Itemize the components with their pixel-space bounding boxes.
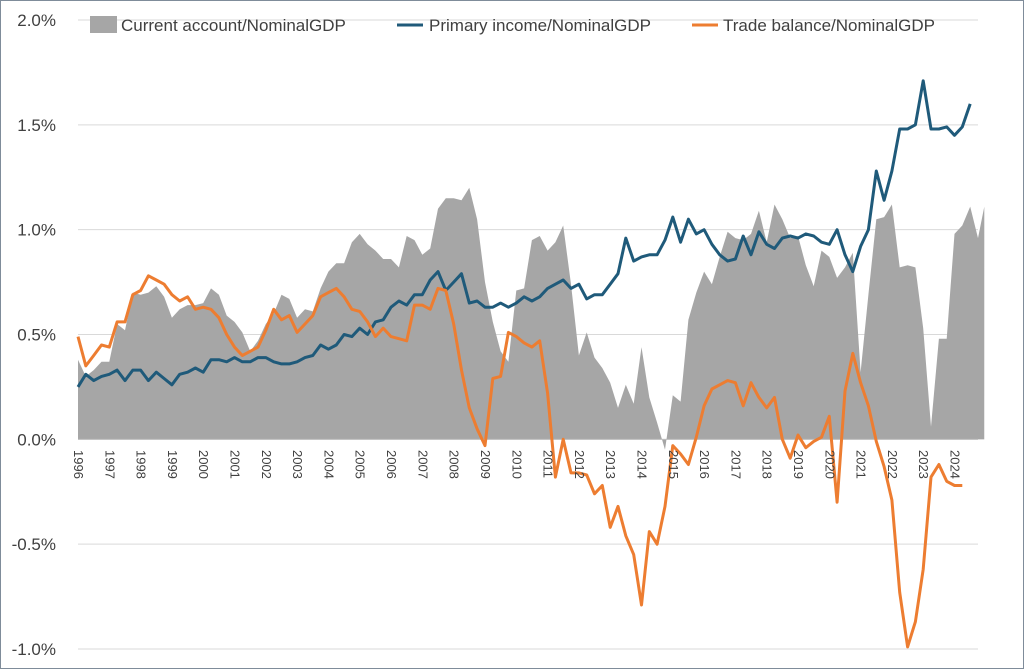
- x-tick-label: 1999: [165, 450, 180, 479]
- x-tick-label: 2006: [384, 450, 399, 479]
- x-tick-label: 2005: [353, 450, 368, 479]
- x-tick-label: 2007: [415, 450, 430, 479]
- x-axis-ticks: 1996 1997 1998 1999 2000 2001 2002 2003 2004 2005…: [71, 450, 963, 479]
- x-tick-label: 2019: [791, 450, 806, 479]
- x-tick-label: 2024: [948, 450, 963, 479]
- x-tick-label: 2010: [509, 450, 524, 479]
- x-tick-label: 1997: [102, 450, 117, 479]
- x-tick-label: 1996: [71, 450, 86, 479]
- x-tick-label: 2013: [603, 450, 618, 479]
- legend-label: Current account/NominalGDP: [121, 16, 346, 35]
- y-tick-label: 2.0%: [17, 11, 56, 30]
- x-tick-label: 2016: [697, 450, 712, 479]
- legend-label: Primary income/NominalGDP: [429, 16, 651, 35]
- series-area-current-account: [78, 187, 985, 450]
- x-tick-label: 2022: [885, 450, 900, 479]
- x-tick-label: 2015: [666, 450, 681, 479]
- x-tick-label: 2008: [447, 450, 462, 479]
- x-tick-label: 2002: [259, 450, 274, 479]
- y-tick-label: 1.0%: [17, 221, 56, 240]
- line-layer: [76, 79, 972, 649]
- x-tick-label: 2023: [916, 450, 931, 479]
- series-line-primary-income: [76, 79, 972, 388]
- x-tick-label: 2020: [822, 450, 837, 479]
- area-layer: [78, 187, 985, 450]
- series-line-trade-balance: [76, 274, 963, 649]
- x-tick-label: 2001: [228, 450, 243, 479]
- x-tick-label: 2011: [541, 450, 556, 478]
- x-tick-label: 1998: [134, 450, 149, 479]
- y-tick-label: 0.5%: [17, 326, 56, 345]
- x-tick-label: 2021: [854, 450, 869, 479]
- y-tick-label: 0.0%: [17, 430, 56, 449]
- y-tick-label: -1.0%: [12, 640, 56, 659]
- x-tick-label: 2009: [478, 450, 493, 479]
- x-tick-label: 2003: [290, 450, 305, 479]
- legend-label: Trade balance/NominalGDP: [723, 16, 935, 35]
- x-tick-label: 2018: [760, 450, 775, 479]
- x-tick-label: 2012: [572, 450, 587, 479]
- y-tick-label: -0.5%: [12, 535, 56, 554]
- legend: Current account/NominalGDP Primary income…: [90, 16, 935, 35]
- x-tick-label: 2000: [196, 450, 211, 479]
- y-tick-label: 1.5%: [17, 116, 56, 135]
- x-tick-label: 2017: [728, 450, 743, 479]
- x-tick-label: 2004: [321, 450, 336, 479]
- y-axis-ticks: 2.0% 1.5% 1.0% 0.5% 0.0% -0.5% -1.0%: [12, 11, 56, 659]
- x-tick-label: 2014: [634, 450, 649, 479]
- legend-swatch-area: [90, 16, 117, 33]
